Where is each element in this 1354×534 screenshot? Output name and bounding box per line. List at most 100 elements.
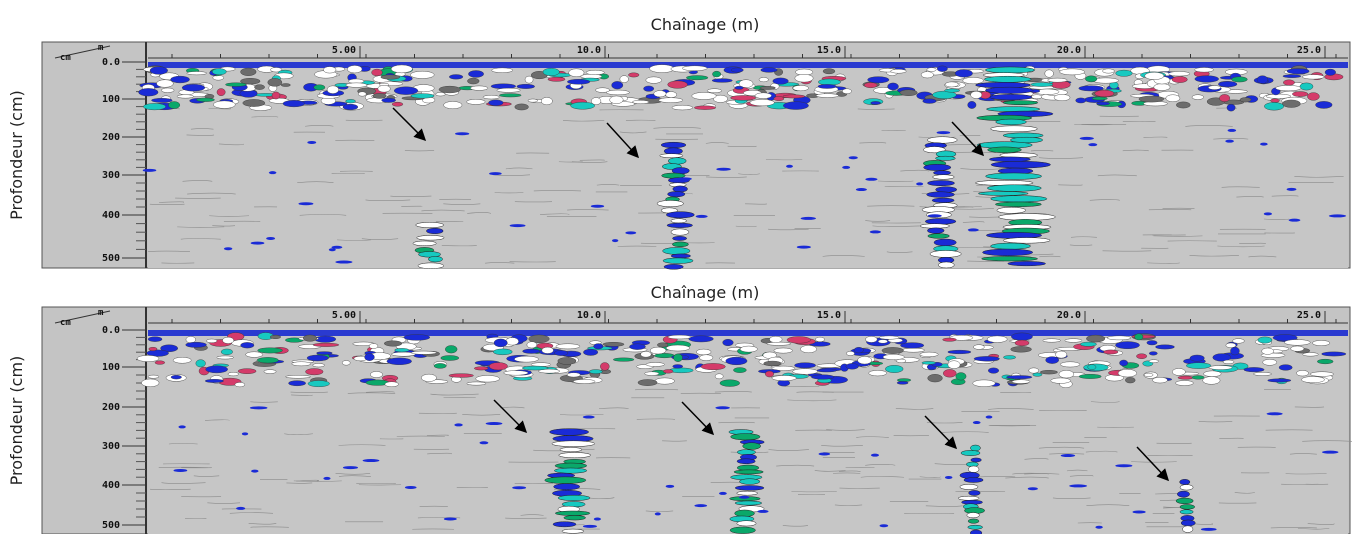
x-unit: m (98, 308, 104, 318)
anomaly-reflection (1175, 497, 1194, 505)
reflection (1312, 340, 1331, 346)
anomaly-reflection (729, 526, 756, 534)
scatter-reflection (249, 406, 268, 410)
reflection (237, 368, 257, 374)
reflection (1055, 350, 1068, 359)
reflection (682, 65, 708, 71)
reflection (1186, 362, 1212, 369)
reflection (1091, 96, 1108, 101)
reflection (765, 370, 774, 378)
anomaly-reflection (932, 174, 955, 180)
reflection (817, 84, 837, 89)
scatter-reflection (236, 506, 246, 510)
texture (1294, 176, 1344, 178)
reflection (372, 93, 387, 99)
texture (1147, 262, 1180, 264)
x-tick-label: 15.0 (817, 310, 841, 321)
anomaly-reflection (926, 191, 955, 198)
x-tick-label: 10.0 (577, 45, 601, 56)
reflection (794, 362, 816, 369)
reflection (181, 83, 206, 92)
texture (567, 209, 609, 211)
texture (205, 419, 230, 421)
anomaly-reflection (412, 240, 437, 247)
texture (834, 504, 863, 506)
texture (814, 470, 846, 472)
anomaly-reflection (734, 485, 765, 491)
reflection (645, 362, 665, 367)
anomaly-reflection (663, 264, 684, 270)
texture (886, 251, 913, 253)
scatter-reflection (454, 423, 463, 427)
y-tick-label: 100 (102, 94, 120, 105)
anomaly-reflection (552, 521, 577, 528)
texture (1263, 218, 1290, 220)
reflection (240, 67, 257, 76)
anomaly-reflection (990, 161, 1051, 169)
texture (926, 422, 963, 424)
reflection (1191, 94, 1204, 100)
reflection (1155, 344, 1175, 350)
scatter-reflection (869, 230, 882, 234)
reflection (370, 371, 383, 378)
reflection (288, 380, 306, 387)
reflection (540, 97, 553, 106)
reflection (1284, 339, 1311, 346)
texture (305, 125, 334, 127)
anomaly-reflection (1002, 100, 1039, 106)
surface-band (148, 330, 1348, 336)
scatter-reflection (593, 517, 601, 521)
anomaly-reflection (659, 153, 684, 158)
anomaly-reflection (670, 228, 690, 236)
scatter-reflection (250, 241, 265, 245)
reflection (672, 364, 683, 369)
texture (361, 238, 399, 241)
scatter-reflection (142, 168, 157, 172)
reflection (1212, 353, 1231, 362)
scatter-reflection (1027, 487, 1038, 491)
reflection (811, 374, 835, 380)
reflection (816, 368, 837, 373)
scatter-reflection (323, 476, 331, 480)
reflection (792, 368, 818, 375)
scatter-reflection (489, 172, 502, 176)
reflection (696, 348, 712, 356)
scatter-reflection (241, 432, 249, 436)
anomaly-reflection (736, 520, 757, 527)
anomaly-reflection (554, 462, 587, 469)
reflection (1208, 365, 1233, 370)
reflection (468, 70, 484, 78)
scatter-reflection (694, 504, 708, 508)
reflection (1144, 72, 1165, 80)
texture (347, 392, 396, 394)
anomaly-reflection (967, 524, 983, 530)
reflection (739, 345, 758, 353)
texture (159, 201, 185, 203)
reflection (345, 99, 356, 104)
reflection (632, 100, 650, 104)
reflection (280, 83, 291, 87)
reflection (160, 344, 178, 353)
anomaly-reflection (417, 262, 444, 269)
scatter-reflection (509, 224, 526, 228)
scatter-reflection (1132, 510, 1146, 514)
texture (768, 449, 809, 451)
scatter-reflection (178, 425, 186, 429)
texture (493, 174, 531, 177)
reflection (282, 100, 306, 108)
anomaly-reflection (1003, 237, 1051, 244)
reflection (146, 349, 169, 357)
texture (1234, 492, 1255, 494)
reflection (730, 95, 757, 101)
reflection (541, 346, 554, 354)
scatter-reflection (251, 469, 259, 473)
reflection (567, 79, 591, 85)
reflection (1262, 359, 1277, 366)
anomaly-reflection (995, 118, 1027, 126)
reflection (570, 101, 595, 110)
texture (390, 195, 432, 197)
reflection (868, 370, 887, 377)
reflection (566, 372, 581, 378)
reflection (222, 336, 235, 344)
